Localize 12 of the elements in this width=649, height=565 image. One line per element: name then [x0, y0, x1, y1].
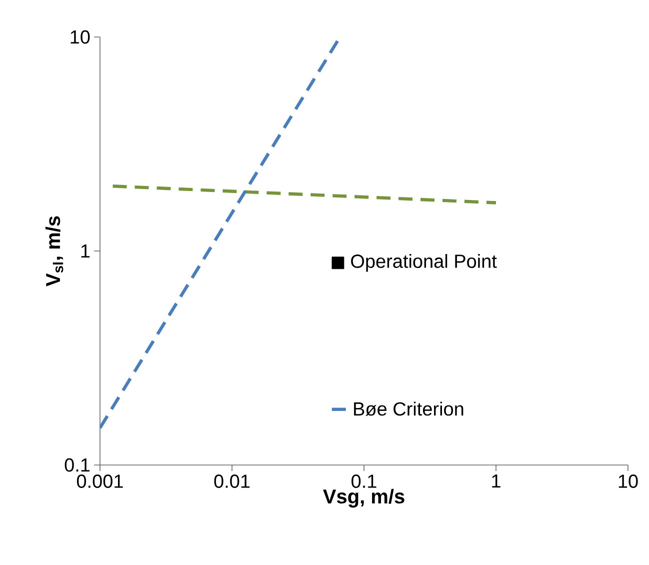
x-tick-label: 10: [618, 474, 638, 488]
x-axis-title: Vsg, m/s: [323, 488, 404, 508]
legend-label: Bøe Criterion: [354, 402, 464, 416]
y-tick-label: 1: [81, 244, 90, 258]
text: V$_{sl}$, m/s: [45, 216, 64, 286]
series-label: Operational Point: [351, 254, 497, 272]
x-tick-label: 1: [492, 474, 500, 488]
y-tick-label: 0.1: [64, 458, 90, 472]
x-tick-label: 0.01: [214, 474, 250, 488]
x-tick-label: 0.1: [352, 474, 376, 488]
x-tick-label: 0.001: [76, 474, 123, 488]
y-tick-label: 10: [70, 30, 90, 44]
